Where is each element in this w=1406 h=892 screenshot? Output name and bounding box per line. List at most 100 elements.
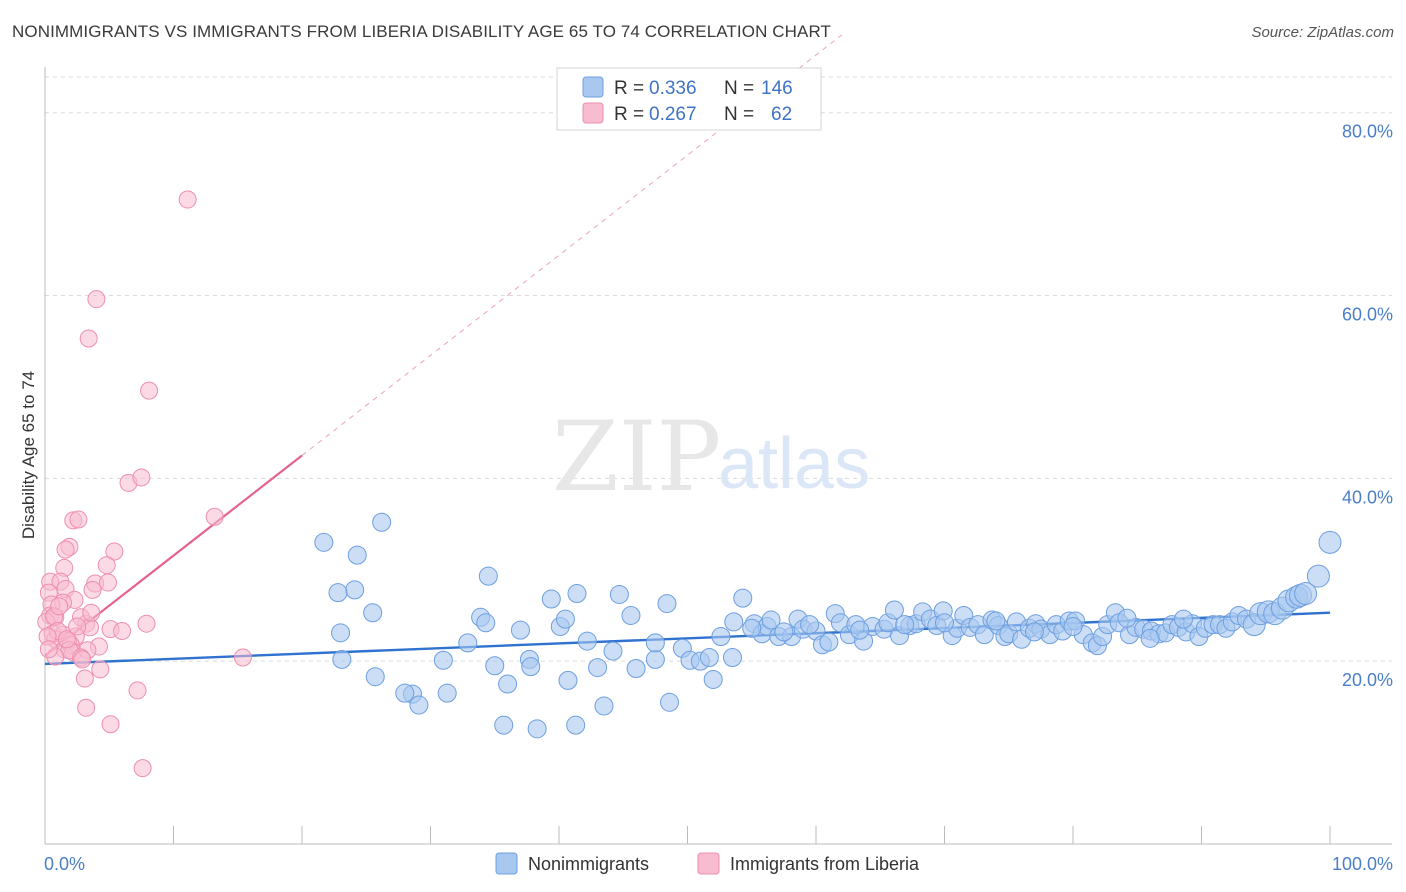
data-point-nonimmigrant	[1140, 628, 1160, 648]
legend: R = 0.336 N = 146 R = 0.267 N = 62	[556, 67, 822, 131]
data-point-nonimmigrant	[363, 603, 383, 623]
data-point-nonimmigrant	[1063, 616, 1083, 636]
legend-n-label: N =	[724, 104, 754, 125]
data-point-nonimmigrant	[521, 657, 541, 677]
legend-r-value-nonimmigrants: 0.336	[649, 78, 697, 99]
data-point-liberia	[128, 681, 147, 700]
data-point-nonimmigrant	[884, 600, 904, 620]
data-point-nonimmigrant	[895, 615, 915, 635]
data-point-nonimmigrant	[347, 545, 367, 565]
data-point-nonimmigrant	[437, 683, 457, 703]
data-point-nonimmigrant	[1174, 609, 1194, 629]
data-point-nonimmigrant	[365, 667, 385, 687]
data-point-liberia	[73, 650, 92, 669]
data-point-nonimmigrant	[1024, 622, 1044, 642]
data-point-liberia	[91, 660, 110, 679]
bottom-legend-label-liberia: Immigrants from Liberia	[730, 854, 920, 874]
data-point-nonimmigrant	[1306, 564, 1330, 588]
data-point-nonimmigrant	[1294, 582, 1318, 606]
data-point-nonimmigrant	[935, 613, 954, 633]
data-point-liberia	[68, 617, 87, 636]
legend-r-label: R =	[614, 104, 644, 125]
data-point-liberia	[140, 381, 159, 400]
data-point-liberia	[87, 290, 106, 309]
chart-source: Source: ZipAtlas.com	[1251, 24, 1394, 41]
data-point-liberia	[205, 507, 224, 526]
bottom-legend: Nonimmigrants Immigrants from Liberia	[495, 852, 920, 875]
data-point-nonimmigrant	[711, 626, 731, 646]
data-point-nonimmigrant	[594, 696, 614, 716]
data-point-liberia	[39, 640, 58, 659]
data-point-liberia	[79, 329, 98, 348]
bottom-legend-label-nonimmigrants: Nonimmigrants	[528, 854, 649, 874]
legend-swatch-liberia	[582, 102, 604, 124]
y-tick-label: 20.0%	[1342, 670, 1393, 690]
data-point-liberia	[178, 190, 197, 209]
y-tick-label: 80.0%	[1342, 122, 1393, 142]
x-tick-label: 100.0%	[1332, 854, 1393, 874]
data-point-nonimmigrant	[660, 692, 680, 712]
data-point-nonimmigrant	[485, 656, 505, 676]
y-tick-labels: 20.0% 40.0% 60.0% 80.0%	[1342, 122, 1393, 690]
y-tick-label: 60.0%	[1342, 305, 1393, 325]
data-point-liberia	[132, 468, 151, 487]
data-point-nonimmigrant	[314, 532, 334, 552]
legend-n-value-liberia: 62	[771, 104, 792, 125]
data-point-nonimmigrant	[494, 715, 514, 735]
legend-r-label: R =	[614, 78, 644, 99]
data-point-nonimmigrant	[478, 566, 498, 586]
data-point-nonimmigrant	[541, 589, 561, 609]
data-point-nonimmigrant	[566, 715, 586, 735]
data-point-nonimmigrant	[328, 583, 348, 603]
x-tick-labels: 0.0% 100.0%	[44, 854, 1393, 874]
data-point-liberia	[56, 540, 75, 559]
data-point-nonimmigrant	[1318, 530, 1342, 554]
legend-n-label: N =	[724, 78, 754, 99]
series-nonimmigrants	[314, 512, 1342, 739]
data-point-nonimmigrant	[742, 618, 762, 638]
data-point-nonimmigrant	[498, 674, 518, 694]
data-point-nonimmigrant	[703, 669, 723, 689]
data-point-nonimmigrant	[986, 611, 1006, 631]
data-point-liberia	[97, 556, 116, 575]
data-point-liberia	[50, 597, 69, 616]
data-point-nonimmigrant	[588, 658, 608, 678]
gridlines	[45, 76, 1392, 662]
data-point-nonimmigrant	[626, 658, 646, 678]
legend-r-value-liberia: 0.267	[649, 104, 697, 125]
data-point-liberia	[113, 622, 132, 641]
data-point-nonimmigrant	[345, 580, 365, 600]
data-point-nonimmigrant	[609, 584, 629, 604]
data-point-nonimmigrant	[761, 610, 781, 630]
data-point-liberia	[69, 510, 88, 529]
data-point-nonimmigrant	[645, 649, 665, 669]
data-point-nonimmigrant	[555, 609, 575, 629]
data-point-nonimmigrant	[577, 631, 597, 651]
watermark: ZIP atlas	[552, 401, 870, 513]
bottom-legend-swatch-liberia	[697, 852, 720, 875]
data-point-nonimmigrant	[567, 584, 587, 604]
data-point-liberia	[82, 603, 101, 622]
data-point-nonimmigrant	[819, 632, 839, 652]
data-point-liberia	[57, 630, 76, 649]
data-point-nonimmigrant	[724, 612, 744, 632]
data-point-nonimmigrant	[800, 615, 820, 635]
legend-swatch-nonimmigrants	[582, 76, 604, 98]
data-point-nonimmigrant	[558, 670, 578, 690]
data-point-nonimmigrant	[458, 633, 478, 653]
data-point-nonimmigrant	[774, 622, 794, 642]
data-point-nonimmigrant	[476, 613, 496, 633]
y-tick-label: 40.0%	[1342, 487, 1393, 507]
data-point-liberia	[233, 648, 252, 667]
data-point-nonimmigrant	[733, 588, 753, 608]
axes	[44, 67, 1392, 845]
data-point-liberia	[101, 715, 120, 734]
data-point-liberia	[137, 614, 156, 633]
data-point-nonimmigrant	[850, 620, 870, 640]
data-point-nonimmigrant	[409, 695, 429, 715]
data-point-liberia	[105, 542, 124, 561]
data-point-nonimmigrant	[372, 512, 392, 532]
data-point-liberia	[83, 580, 102, 599]
data-point-nonimmigrant	[621, 605, 641, 625]
